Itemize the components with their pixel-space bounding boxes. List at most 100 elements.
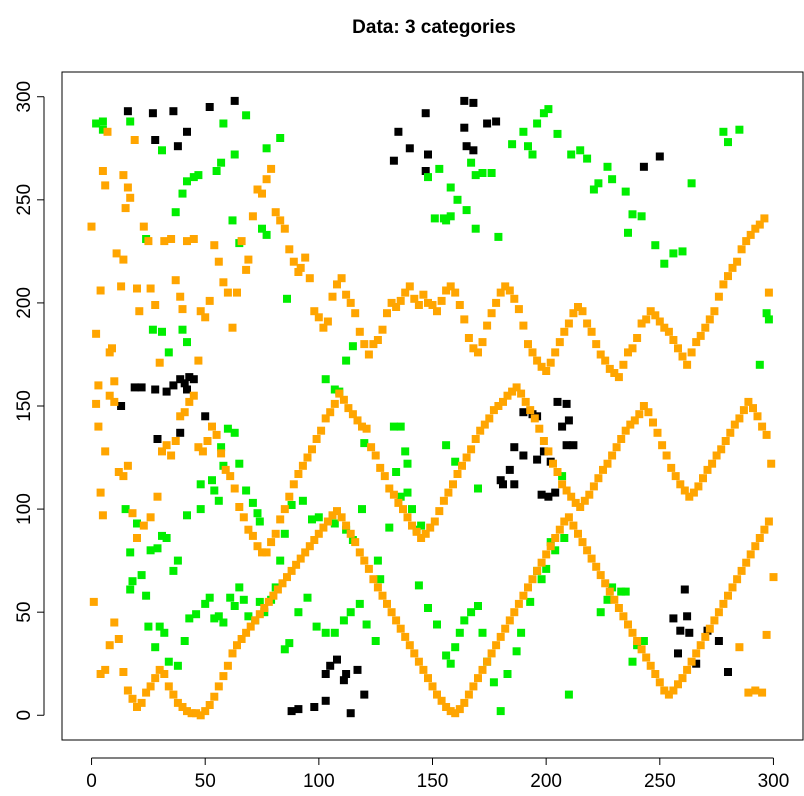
data-point	[323, 317, 332, 326]
data-point	[655, 152, 664, 161]
data-point	[183, 385, 191, 394]
data-point	[173, 698, 182, 707]
data-point	[189, 391, 198, 400]
data-point	[542, 564, 551, 573]
data-point	[517, 628, 526, 637]
data-point	[110, 397, 119, 406]
data-point	[151, 136, 160, 144]
data-point	[221, 465, 230, 474]
data-point	[392, 468, 401, 476]
data-point	[105, 641, 114, 650]
data-point	[621, 426, 630, 435]
data-point	[574, 529, 582, 538]
data-point	[519, 451, 528, 460]
data-point	[153, 492, 162, 501]
data-point	[355, 327, 364, 336]
data-point	[183, 707, 191, 716]
data-point	[146, 513, 155, 522]
data-point	[342, 521, 351, 530]
data-point	[160, 237, 169, 246]
data-point	[664, 690, 673, 699]
data-point	[248, 531, 257, 540]
data-point	[442, 703, 451, 711]
data-point	[96, 670, 105, 678]
data-point	[676, 480, 685, 489]
data-point	[385, 484, 394, 493]
data-point	[496, 476, 505, 485]
data-point	[551, 546, 560, 555]
data-point	[528, 150, 537, 159]
data-point	[128, 509, 137, 518]
data-point	[469, 344, 478, 353]
data-point	[210, 486, 219, 495]
data-point	[535, 424, 544, 433]
data-point	[287, 566, 296, 575]
data-point	[173, 661, 182, 670]
data-point	[451, 457, 460, 466]
data-point	[685, 628, 694, 637]
data-point	[589, 185, 598, 194]
data-point	[442, 441, 451, 450]
data-point	[510, 608, 519, 617]
data-point	[189, 173, 198, 182]
data-point	[162, 387, 171, 396]
data-point	[128, 577, 137, 586]
data-point	[651, 670, 660, 678]
data-point	[451, 288, 460, 297]
data-point	[98, 167, 107, 175]
data-point	[612, 443, 621, 452]
data-point	[183, 511, 191, 520]
data-point	[192, 610, 201, 619]
data-point	[396, 492, 405, 501]
data-point	[633, 334, 642, 342]
data-point	[280, 645, 289, 654]
data-point	[539, 447, 548, 456]
data-point	[169, 381, 178, 390]
data-point	[637, 319, 646, 328]
data-point	[208, 422, 216, 431]
data-point	[639, 162, 648, 171]
data-point	[169, 690, 178, 699]
data-point	[360, 340, 369, 349]
data-point	[387, 298, 396, 307]
data-point	[142, 688, 151, 697]
data-point	[369, 340, 378, 349]
data-point	[744, 688, 753, 697]
data-point	[228, 323, 237, 332]
data-point	[380, 472, 389, 481]
data-point	[201, 599, 210, 608]
data-point	[458, 461, 466, 470]
data-point	[714, 608, 723, 617]
data-point	[537, 490, 546, 499]
data-point	[442, 286, 451, 295]
data-point	[244, 255, 253, 264]
data-point	[319, 323, 328, 332]
data-point	[558, 480, 567, 489]
data-point	[526, 406, 535, 415]
data-point	[139, 521, 148, 530]
data-point	[728, 583, 737, 592]
data-point	[617, 587, 626, 596]
data-point	[355, 548, 364, 557]
data-point	[185, 397, 194, 406]
data-point	[669, 336, 678, 344]
data-point	[364, 350, 373, 359]
data-point	[633, 637, 642, 645]
data-point	[560, 534, 569, 542]
data-point	[446, 282, 455, 291]
data-point	[233, 288, 241, 297]
data-point	[287, 707, 296, 716]
data-point	[564, 319, 573, 328]
data-point	[126, 193, 135, 202]
data-point	[624, 228, 632, 237]
data-point	[544, 492, 553, 501]
data-point	[510, 443, 519, 452]
data-point	[751, 686, 760, 695]
data-point	[110, 618, 119, 627]
data-point	[492, 641, 501, 650]
data-point	[437, 696, 446, 705]
data-point	[446, 707, 455, 716]
data-point	[637, 212, 646, 221]
data-point	[510, 294, 519, 303]
data-point	[112, 249, 121, 258]
